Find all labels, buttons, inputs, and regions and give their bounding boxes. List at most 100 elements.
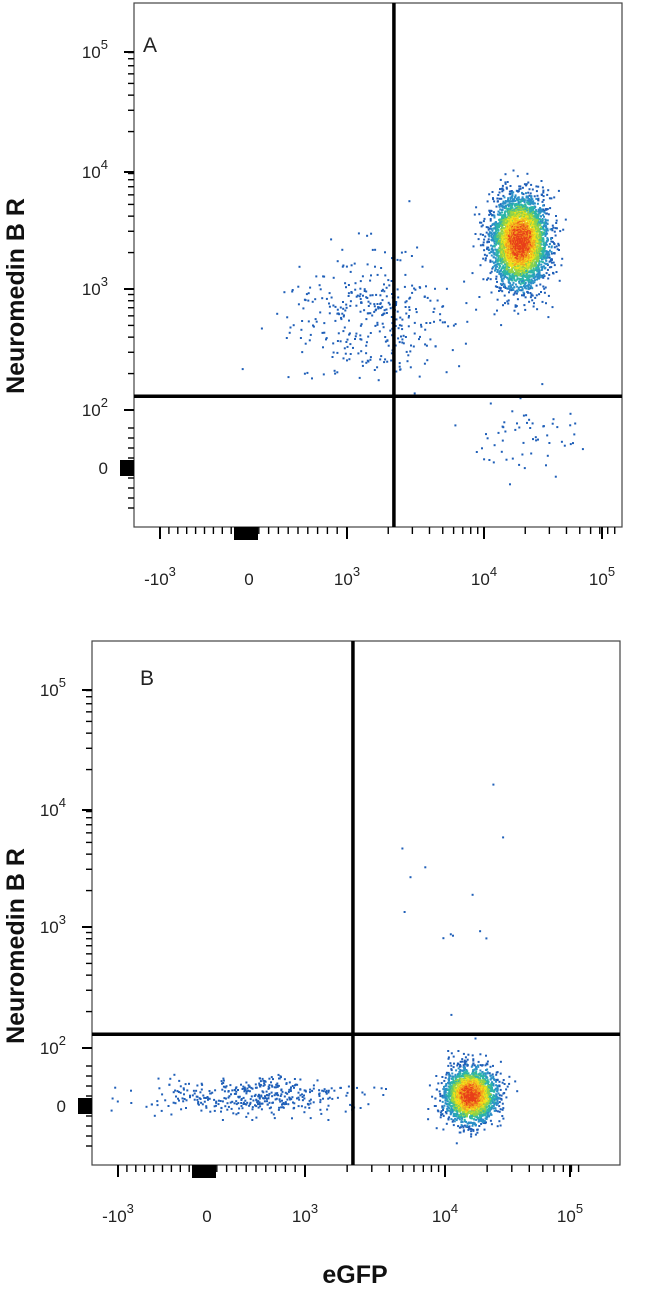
event-point — [182, 1087, 185, 1090]
event-point — [373, 303, 376, 306]
event-point — [495, 243, 498, 246]
event-point — [513, 277, 516, 280]
event-point — [357, 352, 360, 355]
event-point — [529, 192, 532, 195]
event-point — [541, 254, 544, 256]
event-point — [291, 1117, 293, 1120]
event-point — [537, 199, 540, 202]
event-point — [369, 312, 372, 315]
event-point — [530, 215, 533, 218]
event-point — [506, 273, 509, 276]
event-point — [308, 339, 311, 342]
event-point — [535, 248, 538, 251]
event-point — [384, 274, 387, 277]
event-point — [399, 259, 402, 262]
event-point — [268, 1101, 271, 1104]
event-point — [521, 268, 524, 271]
event-point — [496, 259, 499, 262]
event-point — [498, 239, 500, 242]
event-point — [542, 256, 545, 259]
event-point — [385, 308, 388, 311]
event-point — [385, 295, 388, 298]
event-point — [499, 213, 502, 216]
event-point — [504, 210, 507, 213]
event-point — [555, 219, 558, 222]
event-point — [542, 285, 545, 288]
event-point — [415, 308, 417, 311]
scatter-points-a — [241, 169, 584, 486]
event-point — [531, 299, 534, 302]
event-point — [489, 278, 492, 281]
event-point — [510, 221, 513, 223]
event-point — [524, 308, 527, 311]
event-point — [390, 359, 393, 362]
event-point — [518, 240, 521, 243]
event-point — [344, 352, 347, 355]
event-point — [473, 213, 476, 216]
event-point — [521, 236, 524, 239]
event-point — [520, 209, 522, 212]
event-point — [411, 284, 414, 287]
event-point — [514, 260, 517, 263]
event-point — [492, 783, 495, 786]
event-point — [530, 278, 533, 281]
event-point — [245, 1103, 248, 1106]
event-point — [496, 269, 499, 272]
event-point — [402, 334, 405, 337]
event-point — [330, 296, 333, 299]
event-point — [178, 1099, 180, 1102]
event-point — [485, 1054, 487, 1057]
event-point — [515, 209, 517, 212]
event-point — [404, 336, 407, 338]
event-point — [273, 1117, 276, 1120]
event-point — [531, 279, 534, 282]
event-point — [506, 276, 508, 279]
event-point — [465, 302, 468, 305]
event-point — [502, 266, 504, 269]
event-point — [546, 219, 549, 222]
event-point — [537, 438, 539, 441]
event-point — [514, 199, 517, 202]
event-point — [519, 187, 522, 190]
event-point — [486, 278, 488, 281]
event-point — [495, 223, 498, 226]
event-point — [543, 262, 546, 265]
event-point — [365, 352, 368, 355]
event-point — [371, 314, 374, 317]
event-point — [542, 265, 545, 268]
event-point — [346, 338, 349, 341]
event-point — [521, 294, 523, 297]
event-point — [502, 282, 505, 285]
event-point — [536, 270, 539, 273]
event-point — [328, 292, 331, 295]
event-point — [365, 290, 368, 293]
event-point — [539, 257, 542, 260]
event-point — [532, 202, 535, 205]
event-point — [508, 263, 511, 266]
event-point — [332, 304, 335, 307]
event-point — [546, 264, 549, 266]
event-point — [227, 1105, 230, 1108]
event-point — [359, 324, 362, 327]
event-point — [546, 193, 549, 196]
event-point — [423, 295, 426, 298]
event-point — [532, 264, 535, 267]
event-point — [254, 1104, 256, 1107]
event-point — [557, 244, 560, 247]
event-point — [228, 1095, 231, 1098]
event-point — [490, 251, 493, 254]
event-point — [309, 1091, 311, 1094]
event-point — [545, 230, 548, 233]
event-point — [522, 216, 525, 219]
event-point — [429, 322, 432, 324]
event-point — [534, 220, 537, 223]
event-point — [524, 296, 527, 299]
event-point — [185, 1107, 187, 1109]
event-point — [343, 314, 345, 317]
event-point — [482, 233, 484, 236]
event-point — [529, 285, 532, 288]
event-point — [489, 272, 492, 275]
event-point — [516, 215, 519, 218]
event-point — [397, 296, 400, 299]
panel-label-a: A — [143, 34, 157, 57]
